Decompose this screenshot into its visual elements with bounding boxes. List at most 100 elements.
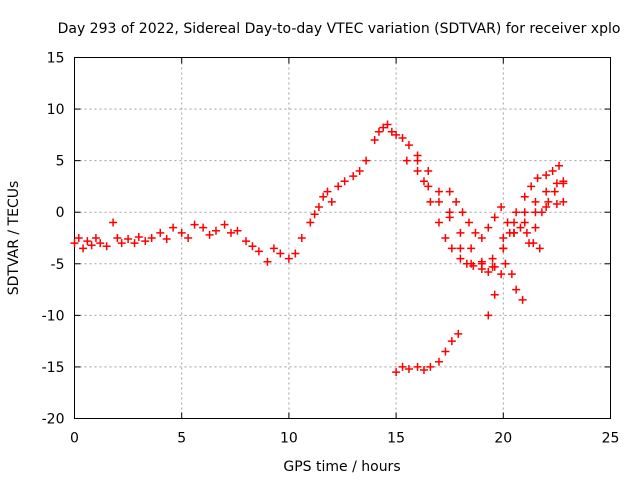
data-point xyxy=(497,270,506,279)
data-point xyxy=(109,218,118,227)
data-point xyxy=(355,166,364,175)
data-point xyxy=(535,244,544,253)
data-point xyxy=(340,177,349,186)
data-point xyxy=(370,136,379,145)
data-point xyxy=(490,213,499,222)
y-tick-label: -10 xyxy=(42,308,65,324)
data-point xyxy=(488,262,497,271)
data-point xyxy=(117,239,126,248)
data-point xyxy=(220,220,229,229)
data-point xyxy=(147,234,156,242)
data-point xyxy=(434,187,443,196)
data-point xyxy=(542,171,551,180)
y-tick-label: 10 xyxy=(47,102,65,118)
data-point xyxy=(484,223,493,232)
data-point xyxy=(374,127,383,136)
y-tick-label: 5 xyxy=(56,154,65,170)
data-point xyxy=(484,311,493,320)
data-point xyxy=(263,257,272,266)
data-point xyxy=(550,187,559,196)
data-point xyxy=(531,223,540,232)
data-point xyxy=(426,197,435,206)
data-point xyxy=(445,208,454,217)
data-point xyxy=(379,123,388,132)
data-point xyxy=(402,156,411,165)
data-point xyxy=(413,151,422,160)
data-point xyxy=(254,247,263,256)
data-point xyxy=(542,187,551,196)
series-secondary-arc xyxy=(413,166,568,271)
data-point xyxy=(467,259,476,268)
data-point xyxy=(177,228,186,237)
data-point xyxy=(552,199,561,208)
data-point xyxy=(434,218,443,227)
data-point xyxy=(205,230,214,239)
series-v-arc xyxy=(445,187,544,253)
data-point xyxy=(559,179,568,188)
data-point xyxy=(184,234,193,242)
data-point xyxy=(419,366,428,375)
data-point xyxy=(499,234,508,242)
data-point xyxy=(323,187,332,196)
data-point xyxy=(319,192,328,201)
data-point xyxy=(233,226,242,235)
data-point xyxy=(297,234,306,242)
y-tick-label: -20 xyxy=(42,412,65,428)
data-point xyxy=(520,208,529,217)
data-point xyxy=(542,203,551,212)
data-point xyxy=(314,203,323,212)
data-point xyxy=(79,244,88,253)
data-point xyxy=(520,192,529,201)
data-point xyxy=(156,228,165,237)
data-point xyxy=(124,235,133,244)
data-point xyxy=(490,290,499,299)
data-point xyxy=(169,223,178,232)
data-point xyxy=(464,218,473,227)
data-point xyxy=(512,285,521,294)
data-point xyxy=(544,197,553,206)
y-tick-label: 0 xyxy=(56,205,65,221)
data-point xyxy=(488,254,497,263)
y-tick-label: -5 xyxy=(51,257,65,273)
data-point xyxy=(291,249,300,258)
data-point xyxy=(413,166,422,175)
data-point xyxy=(284,254,293,263)
data-point xyxy=(413,362,422,371)
data-point xyxy=(537,208,546,217)
data-point xyxy=(74,234,83,242)
data-point xyxy=(522,228,531,237)
data-point xyxy=(327,197,336,206)
data-point xyxy=(87,241,96,250)
x-tick-label: 15 xyxy=(387,431,405,447)
data-point xyxy=(113,234,122,242)
x-tick-label: 25 xyxy=(602,431,620,447)
chart-title: Day 293 of 2022, Sidereal Day-to-day VTE… xyxy=(58,21,621,37)
data-point xyxy=(548,166,557,175)
y-tick-label: -15 xyxy=(42,360,65,376)
data-point xyxy=(518,295,527,304)
x-tick-label: 5 xyxy=(177,431,186,447)
data-point xyxy=(471,228,480,237)
axis-ticks: 0 5 10 15 20 25 -20 -15 -10 -5 0 5 10 15 xyxy=(42,51,620,447)
data-point xyxy=(392,130,401,139)
data-point xyxy=(306,218,315,227)
data-point xyxy=(199,223,208,232)
data-point xyxy=(383,120,392,129)
data-point xyxy=(349,172,358,181)
data-point xyxy=(242,237,251,246)
data-point xyxy=(426,362,435,371)
data-point xyxy=(387,127,396,136)
y-tick-label: 15 xyxy=(47,51,65,67)
data-point xyxy=(334,182,343,191)
data-point xyxy=(503,218,512,227)
data-point xyxy=(458,208,467,217)
data-point xyxy=(559,197,568,206)
data-point xyxy=(447,244,456,253)
data-point xyxy=(130,239,139,248)
data-point xyxy=(510,228,519,237)
data-point xyxy=(91,234,100,242)
x-axis-label: GPS time / hours xyxy=(283,459,400,475)
data-point xyxy=(555,161,564,170)
data-point xyxy=(477,234,486,242)
